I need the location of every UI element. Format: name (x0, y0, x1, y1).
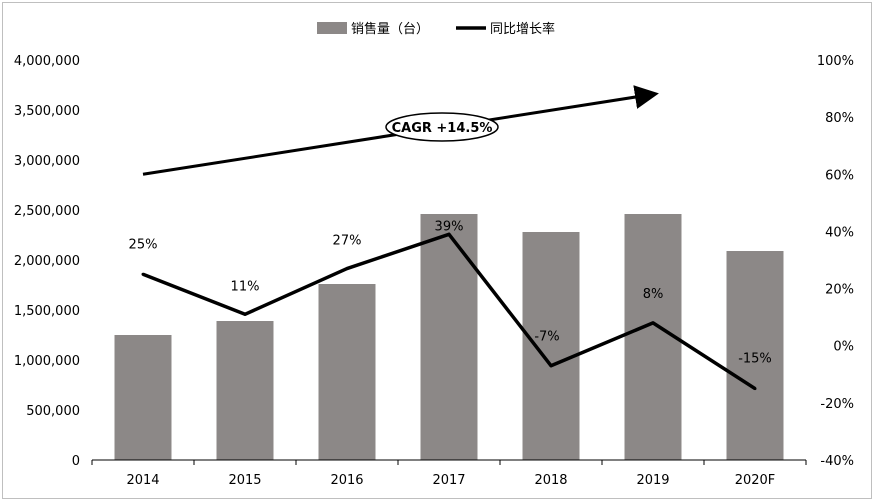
axes: 2014 2015 2016 2017 2018 2019 2020F 0 500,000 1,0… (14, 54, 854, 488)
growth-point-2019 (651, 321, 655, 325)
y-right-tick-label: -20% (820, 397, 854, 412)
bar-2020F (726, 251, 784, 460)
cagr-annotation: CAGR +14.5% (142, 85, 659, 176)
y-left-tick-label: 4,000,000 (14, 54, 80, 69)
bar-2016 (318, 284, 376, 460)
y-right-tick-label: 20% (825, 283, 854, 298)
bar-2014 (114, 335, 172, 460)
growth-data-label: 27% (333, 234, 362, 249)
bar-series (114, 214, 784, 460)
growth-point-2017 (447, 232, 451, 236)
legend: 销售量（台） 同比增长率 (317, 21, 555, 37)
legend-label-bar: 销售量（台） (351, 21, 429, 37)
cagr-label: CAGR +14.5% (392, 121, 493, 136)
y-right-tick-label: 40% (825, 225, 854, 240)
bar-2015 (216, 321, 274, 460)
y-right-tick-label: 100% (817, 54, 854, 69)
growth-point-2018 (549, 364, 553, 368)
growth-point-2014 (141, 272, 145, 276)
legend-swatch-bar (317, 22, 347, 34)
y-right-tick-label: 60% (825, 168, 854, 183)
x-tick-label: 2020F (735, 473, 776, 488)
bar-2017 (420, 214, 478, 460)
bar-2018 (522, 232, 580, 460)
growth-point-2015 (243, 312, 247, 316)
y-right-tick-label: -40% (820, 454, 854, 469)
y-left-tick-label: 2,500,000 (14, 204, 80, 219)
y-left-tick-label: 1,000,000 (14, 354, 80, 369)
x-tick-label: 2015 (228, 473, 261, 488)
growth-data-label: 39% (435, 219, 464, 234)
y-left-tick-label: 3,500,000 (14, 104, 80, 119)
growth-data-label: 8% (643, 287, 664, 302)
x-tick-label: 2018 (534, 473, 567, 488)
growth-line-series: 25% 11% 27% 39% -7% 8% -15% (129, 219, 772, 391)
y-left-tick-label: 2,000,000 (14, 254, 80, 269)
growth-data-label: 25% (129, 237, 158, 252)
growth-data-label: -7% (534, 330, 559, 345)
y-right-tick-label: 80% (825, 111, 854, 126)
y-left-tick-label: 500,000 (26, 404, 80, 419)
legend-label-line: 同比增长率 (490, 21, 555, 37)
x-tick-label: 2019 (636, 473, 669, 488)
growth-point-2020F (753, 387, 757, 391)
y-left-tick-label: 3,000,000 (14, 154, 80, 169)
y-left-tick-label: 1,500,000 (14, 304, 80, 319)
growth-data-label: 11% (231, 279, 260, 294)
growth-point-2016 (345, 267, 349, 271)
y-left-tick-label: 0 (72, 454, 80, 469)
cagr-label-ellipse (385, 112, 499, 142)
y-right-tick-label: 0% (833, 340, 854, 355)
x-tick-label: 2016 (330, 473, 363, 488)
x-tick-label: 2014 (126, 473, 159, 488)
growth-data-label: -15% (738, 352, 772, 367)
x-tick-label: 2017 (432, 473, 465, 488)
